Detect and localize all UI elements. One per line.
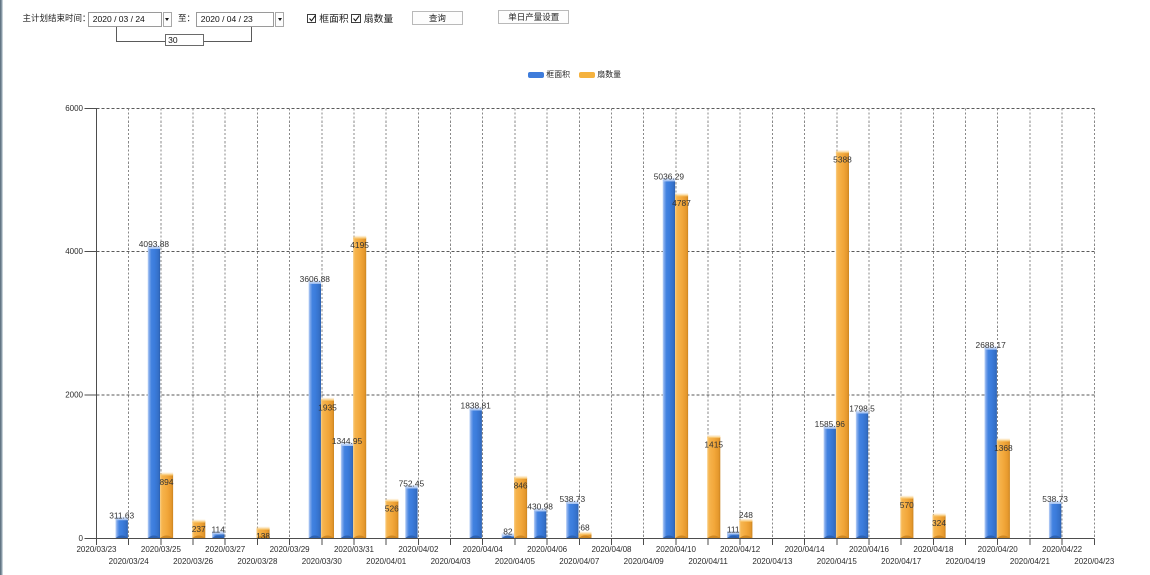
- svg-text:2020/03/28: 2020/03/28: [237, 557, 278, 566]
- svg-text:5036.29: 5036.29: [654, 171, 685, 181]
- svg-text:237: 237: [192, 524, 206, 534]
- svg-text:894: 894: [160, 477, 174, 487]
- svg-text:2020/03/29: 2020/03/29: [270, 545, 311, 554]
- svg-text:1935: 1935: [318, 402, 337, 412]
- svg-text:2020/04/19: 2020/04/19: [945, 557, 986, 566]
- svg-text:2000: 2000: [65, 391, 83, 400]
- svg-text:2020/04/09: 2020/04/09: [624, 557, 665, 566]
- svg-text:4093.88: 4093.88: [139, 239, 170, 249]
- svg-text:2020/04/20: 2020/04/20: [978, 545, 1019, 554]
- svg-text:248: 248: [739, 510, 753, 520]
- svg-text:4787: 4787: [672, 198, 691, 208]
- svg-text:82: 82: [503, 527, 513, 537]
- svg-text:2020/04/02: 2020/04/02: [398, 545, 439, 554]
- svg-text:68: 68: [580, 523, 590, 533]
- svg-text:2688.17: 2688.17: [976, 340, 1007, 350]
- svg-text:2020/04/13: 2020/04/13: [752, 557, 793, 566]
- svg-text:4195: 4195: [350, 240, 369, 250]
- svg-text:324: 324: [932, 518, 946, 528]
- svg-text:2020/04/18: 2020/04/18: [913, 545, 954, 554]
- svg-text:2020/03/26: 2020/03/26: [173, 557, 214, 566]
- svg-text:1585.96: 1585.96: [815, 419, 846, 429]
- svg-text:570: 570: [900, 500, 914, 510]
- svg-text:1798.5: 1798.5: [849, 404, 875, 414]
- svg-text:846: 846: [514, 480, 528, 490]
- svg-text:111: 111: [727, 525, 740, 535]
- svg-text:2020/04/22: 2020/04/22: [1042, 545, 1083, 554]
- svg-text:2020/03/31: 2020/03/31: [334, 545, 375, 554]
- svg-text:1368: 1368: [994, 443, 1013, 453]
- svg-text:1415: 1415: [704, 440, 723, 450]
- svg-text:2020/04/10: 2020/04/10: [656, 545, 697, 554]
- svg-text:2020/04/11: 2020/04/11: [688, 557, 728, 566]
- svg-text:2020/04/16: 2020/04/16: [849, 545, 890, 554]
- svg-text:3606.88: 3606.88: [300, 274, 331, 284]
- svg-text:2020/04/08: 2020/04/08: [591, 545, 632, 554]
- svg-text:6000: 6000: [65, 104, 83, 113]
- svg-text:752.45: 752.45: [399, 479, 425, 489]
- svg-text:311.63: 311.63: [109, 510, 134, 520]
- svg-text:2020/04/23: 2020/04/23: [1074, 557, 1115, 566]
- svg-text:138: 138: [256, 531, 270, 541]
- svg-text:2020/04/01: 2020/04/01: [366, 557, 407, 566]
- svg-text:2020/04/21: 2020/04/21: [1010, 557, 1051, 566]
- svg-text:2020/04/05: 2020/04/05: [495, 557, 536, 566]
- svg-text:114: 114: [212, 524, 226, 534]
- svg-text:2020/04/17: 2020/04/17: [881, 557, 922, 566]
- svg-text:2020/04/04: 2020/04/04: [463, 545, 504, 554]
- svg-text:2020/04/06: 2020/04/06: [527, 545, 568, 554]
- svg-text:2020/03/23: 2020/03/23: [76, 545, 117, 554]
- svg-text:2020/04/14: 2020/04/14: [785, 545, 826, 554]
- svg-text:2020/04/12: 2020/04/12: [720, 545, 761, 554]
- svg-text:2020/03/25: 2020/03/25: [141, 545, 182, 554]
- svg-text:526: 526: [385, 503, 399, 513]
- svg-text:4000: 4000: [65, 247, 83, 256]
- svg-text:1838.81: 1838.81: [461, 401, 492, 411]
- svg-text:2020/04/03: 2020/04/03: [431, 557, 472, 566]
- svg-text:5388: 5388: [833, 155, 852, 165]
- svg-text:1344.95: 1344.95: [332, 436, 363, 446]
- svg-text:538.73: 538.73: [1042, 494, 1068, 504]
- svg-text:2020/04/15: 2020/04/15: [817, 557, 858, 566]
- svg-text:2020/04/07: 2020/04/07: [559, 557, 600, 566]
- svg-text:2020/03/30: 2020/03/30: [302, 557, 343, 566]
- svg-text:0: 0: [79, 534, 84, 543]
- svg-text:538.73: 538.73: [559, 494, 585, 504]
- svg-text:2020/03/24: 2020/03/24: [109, 557, 150, 566]
- svg-text:430.98: 430.98: [527, 502, 553, 512]
- svg-text:2020/03/27: 2020/03/27: [205, 545, 246, 554]
